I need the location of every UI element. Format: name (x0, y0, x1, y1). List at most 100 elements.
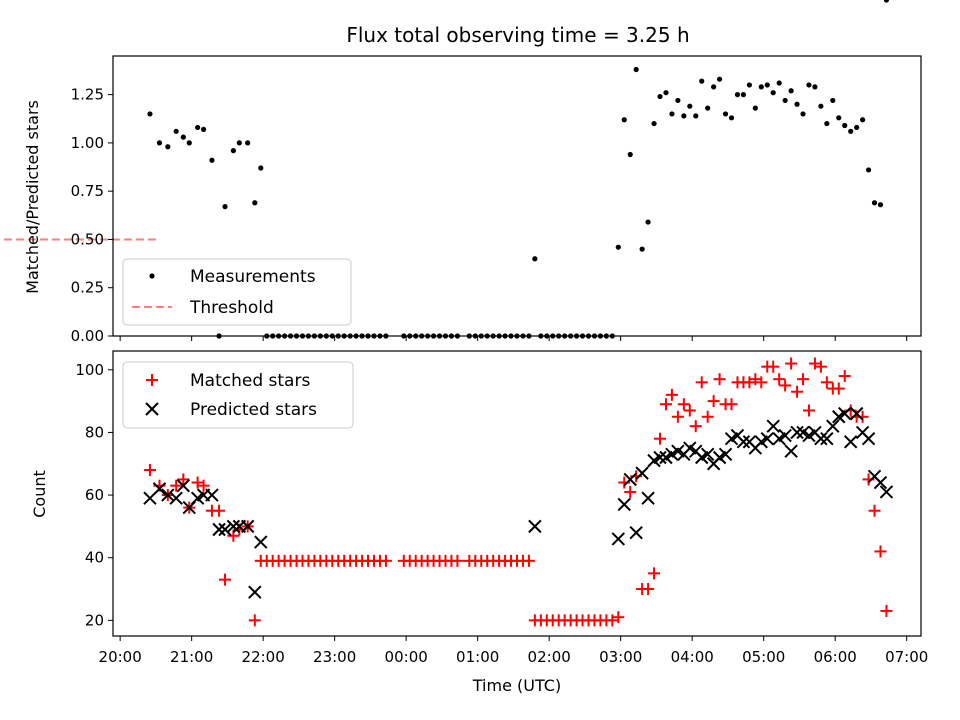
matched-star-point (451, 554, 464, 567)
predicted-star-point (784, 444, 798, 458)
measurement-point (621, 117, 627, 123)
measurement-point (871, 200, 878, 206)
measurement-point (200, 126, 207, 132)
matched-star-point (248, 614, 261, 627)
matched-star-point (689, 420, 702, 433)
matched-star-point (379, 554, 392, 567)
x-tick-label: 23:00 (313, 648, 356, 666)
measurement-point (681, 113, 687, 119)
predicted-star-point (760, 431, 774, 446)
predicted-star-point (653, 450, 667, 465)
measurement-point (746, 82, 752, 88)
measurement-point (186, 140, 192, 146)
predicted-star-point (623, 472, 637, 487)
x-tick-label: 21:00 (170, 648, 213, 666)
matched-star-point (143, 464, 156, 477)
ratio-panel: 0.00 0.25 0.50 0.75 1.00 1.25 Matched/Predict… (0, 0, 922, 345)
matched-star-point (659, 398, 672, 411)
measurement-point (633, 66, 639, 73)
measurement-point (740, 92, 747, 98)
counts-y-tick-label: 100 (75, 361, 104, 379)
measurement-point (818, 103, 824, 109)
predicted-star-point (641, 491, 655, 505)
x-tick-label: 00:00 (385, 648, 428, 666)
measurement-point (722, 111, 729, 117)
measurement-point (734, 92, 741, 98)
legend-predicted-marker (145, 402, 159, 416)
matched-star-point (868, 504, 881, 517)
legend-matched-label: Matched stars (190, 371, 310, 391)
legend-predicted-label: Predicted stars (190, 400, 317, 420)
measurement-point (830, 97, 836, 104)
legend-threshold-label: Threshold (189, 298, 274, 318)
predicted-star-point (766, 419, 780, 433)
counts-y-axis: 20 40 60 80 100 (75, 361, 113, 629)
predicted-star-point (212, 522, 226, 537)
matched-star-point (832, 382, 845, 395)
matched-star-point (707, 395, 720, 408)
ratio-y-tick-label: 0.00 (71, 327, 104, 345)
measurement-point (842, 122, 848, 129)
matched-star-point (197, 479, 210, 492)
predicted-star-point (861, 431, 876, 446)
x-tick-label: 20:00 (99, 648, 142, 666)
x-tick-label: 22:00 (242, 648, 285, 666)
measurement-point (752, 105, 758, 111)
legend-matched-marker (146, 374, 158, 386)
chart-title: Flux total observing time = 3.25 h (346, 23, 689, 47)
ratio-legend: Measurements Threshold (122, 258, 352, 326)
matched-star-point (695, 376, 708, 389)
measurement-point (675, 97, 681, 104)
measurement-point (645, 219, 651, 225)
measurement-point (230, 148, 236, 154)
predicted-star-point (820, 431, 834, 446)
ratio-plot-frame (112, 55, 922, 337)
matched-star-point (522, 554, 535, 567)
predicted-star-point (879, 485, 894, 499)
measurement-point (716, 76, 723, 82)
ratio-y-tick-label: 1.00 (71, 134, 104, 152)
measurement-point (657, 93, 663, 100)
measurement-point (860, 117, 866, 123)
predicted-star-point (611, 532, 626, 546)
counts-y-tick-label: 60 (85, 486, 104, 504)
measurement-point (728, 115, 735, 121)
predicted-star-point (700, 447, 715, 462)
predicted-star-point (635, 466, 649, 480)
predicted-star-point (814, 431, 828, 446)
measurement-point (236, 140, 242, 146)
measurement-point (639, 246, 645, 252)
predicted-star-point (176, 478, 191, 493)
matched-star-point (683, 404, 696, 417)
measurement-point (794, 101, 800, 107)
x-tick-label: 03:00 (599, 648, 642, 666)
predicted-star-point (169, 491, 183, 505)
predicted-star-point (161, 488, 175, 502)
predicted-star-point (718, 447, 733, 462)
measurement-point (836, 115, 842, 121)
matched-star-point (677, 398, 690, 411)
ratio-y-tick-label: 0.75 (71, 182, 104, 200)
measurement-point (173, 128, 179, 134)
predicted-star-point (205, 488, 219, 502)
counts-y-axis-title: Count (30, 470, 49, 518)
matched-star-point (177, 473, 190, 486)
measurement-point (693, 113, 699, 119)
predicted-star-point (843, 435, 858, 449)
predicted-star-point (849, 406, 864, 421)
x-tick-label: 01:00 (456, 648, 499, 666)
measurement-point (615, 244, 621, 250)
predicted-star-point (152, 482, 167, 496)
counts-y-tick-label: 40 (85, 549, 104, 567)
measurement-point (848, 128, 854, 134)
measurement-point (776, 80, 782, 86)
predicted-star-point (826, 419, 840, 433)
predicted-star-point (838, 406, 852, 421)
measurement-point (147, 111, 153, 117)
matched-star-point (755, 376, 768, 389)
matched-star-point (213, 504, 226, 517)
measurement-point (165, 144, 171, 150)
legend-measurements-marker (149, 273, 155, 279)
measurement-point (195, 124, 201, 131)
matched-star-point (773, 373, 786, 386)
